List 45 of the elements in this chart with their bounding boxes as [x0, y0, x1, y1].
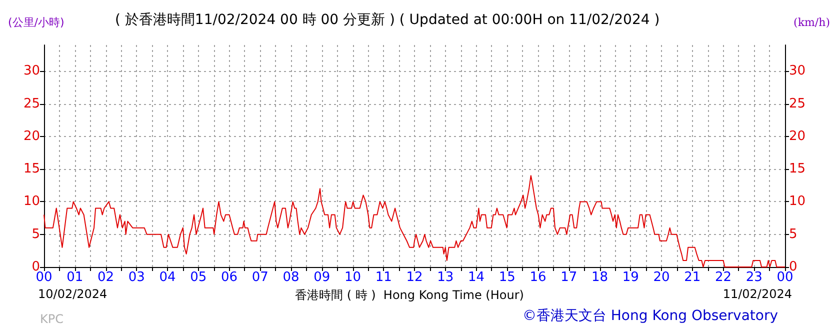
x-tick-label: 00	[776, 270, 794, 285]
x-tick-label: 19	[622, 270, 639, 285]
x-tick-label: 21	[684, 270, 701, 285]
x-tick-label: 05	[190, 270, 207, 285]
x-tick-label: 17	[560, 270, 578, 285]
x-axis-title: 香港時間 ( 時 ) Hong Kong Time (Hour)	[295, 288, 524, 302]
x-tick-label: 11	[375, 270, 392, 285]
chart-title: ( 於香港時間11/02/2024 00 時 00 分更新 ) ( Updated at 00:00H on 11/02/2024 )	[115, 12, 660, 28]
x-tick-label: 18	[591, 270, 608, 285]
y-tick-label: 5	[32, 226, 40, 242]
x-tick-label: 16	[530, 270, 546, 285]
x-tick-label: 10	[344, 270, 362, 285]
y-tick-label: 10	[23, 194, 40, 210]
text: 10/02/2024	[38, 287, 108, 301]
y2-tick-label: 5	[789, 226, 798, 242]
x-tick-label: 01	[66, 270, 84, 285]
x-tick-label: 14	[468, 270, 485, 285]
x-tick-label: 03	[128, 270, 145, 285]
y-tick-label: 30	[23, 64, 40, 79]
x-tick-label: 13	[437, 270, 454, 285]
x-tick-label: 08	[282, 270, 300, 285]
y-tick-label: 15	[23, 162, 40, 177]
x-tick-label: 12	[406, 270, 423, 285]
x-tick-label: 15	[498, 270, 516, 285]
y2-tick-label: 10	[789, 194, 806, 210]
x-tick-label: 04	[159, 270, 176, 285]
x-tick-label: 00	[36, 270, 52, 285]
y2-tick-label: 30	[789, 64, 806, 79]
text: KPC	[40, 312, 64, 326]
x-tick-label: 23	[746, 270, 762, 285]
y2-axis-title: (km/h)	[794, 16, 830, 29]
y2-tick-label: 20	[789, 128, 806, 144]
x-tick-label: 02	[97, 270, 114, 285]
y-axis-title: (公里/小時)	[8, 16, 64, 29]
x-tick-label: 09	[314, 270, 330, 285]
text: ©香港天文台 Hong Kong Observatory	[522, 308, 778, 324]
x-tick-label: 22	[714, 270, 732, 285]
text: 11/02/2024	[722, 287, 792, 301]
x-tick-label: 20	[653, 270, 670, 285]
x-tick-label: 06	[220, 270, 238, 285]
y-tick-label: 25	[23, 96, 40, 112]
y2-tick-label: 15	[789, 162, 806, 177]
y-tick-label: 20	[23, 128, 40, 144]
y2-tick-label: 25	[789, 96, 806, 112]
x-tick-label: 07	[252, 270, 268, 285]
